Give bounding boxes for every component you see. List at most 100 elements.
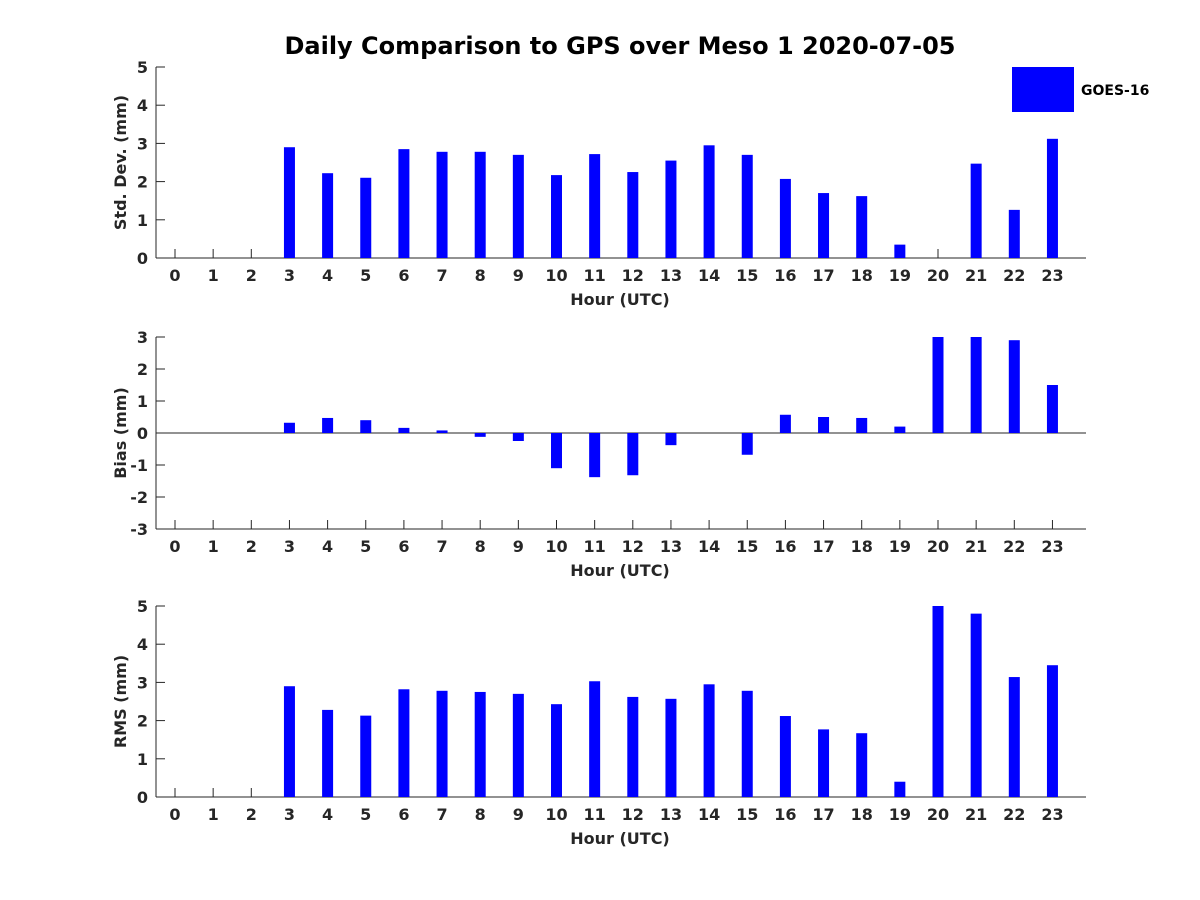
- x-tick-label: 5: [360, 266, 371, 285]
- x-tick-label: 11: [584, 537, 606, 556]
- x-tick-label: 11: [584, 266, 606, 285]
- bar-hour-22: [1008, 340, 1020, 433]
- bar-hour-4: [322, 417, 334, 433]
- x-tick-label: 7: [436, 537, 447, 556]
- bar-hour-21: [970, 613, 982, 797]
- bar-hour-13: [665, 160, 677, 258]
- bar-hour-10: [551, 704, 562, 797]
- bar-hour-6: [398, 689, 410, 797]
- bar-hour-15: [741, 690, 753, 797]
- bar-hour-23: [1046, 138, 1058, 258]
- y-tick-label: -1: [130, 456, 148, 475]
- x-tick-label: 7: [436, 266, 447, 285]
- x-tick-label: 18: [851, 805, 873, 824]
- y-tick-label: 1: [137, 211, 148, 230]
- x-tick-label: 5: [360, 537, 371, 556]
- x-tick-label: 11: [584, 805, 606, 824]
- bar-hour-13: [665, 698, 677, 797]
- bar-hour-21: [970, 163, 982, 258]
- x-tick-label: 4: [322, 805, 333, 824]
- x-tick-label: 7: [436, 805, 447, 824]
- bar-hour-19: [894, 781, 906, 797]
- y-tick-label: 0: [137, 249, 148, 268]
- y-tick-label: 5: [137, 58, 148, 77]
- bar-hour-10: [551, 175, 562, 258]
- y-axis-label: RMS (mm): [111, 655, 130, 748]
- x-tick-label: 19: [889, 266, 911, 285]
- bar-hour-18: [856, 417, 868, 433]
- bar-hour-12: [627, 172, 639, 258]
- x-tick-label: 2: [246, 266, 257, 285]
- bar-hour-11: [589, 433, 601, 478]
- x-tick-label: 9: [513, 537, 524, 556]
- bar-hour-21: [970, 337, 982, 433]
- y-tick-label: 2: [137, 173, 148, 192]
- bar-hour-19: [894, 244, 906, 258]
- legend-swatch: [1012, 67, 1074, 112]
- bar-hour-18: [856, 733, 868, 797]
- bar-hour-14: [703, 684, 715, 797]
- x-tick-label: 3: [284, 537, 295, 556]
- x-tick-label: 12: [622, 805, 644, 824]
- bar-hour-16: [779, 178, 791, 258]
- bar-hour-16: [779, 716, 791, 797]
- bar-hour-3: [283, 686, 295, 797]
- x-tick-label: 20: [927, 537, 949, 556]
- x-tick-label: 13: [660, 537, 682, 556]
- legend: GOES-16: [1012, 67, 1149, 112]
- bar-hour-17: [818, 729, 830, 797]
- bar-hour-14: [703, 145, 715, 258]
- x-tick-label: 15: [736, 805, 758, 824]
- x-tick-label: 23: [1041, 805, 1063, 824]
- x-tick-label: 6: [398, 266, 409, 285]
- x-tick-label: 1: [208, 537, 219, 556]
- x-tick-label: 3: [284, 266, 295, 285]
- y-tick-label: 0: [137, 424, 148, 443]
- y-axis-label: Std. Dev. (mm): [111, 95, 130, 230]
- bar-hour-4: [322, 173, 334, 258]
- x-tick-label: 17: [812, 537, 834, 556]
- bar-hour-12: [627, 696, 639, 797]
- x-tick-label: 16: [774, 266, 796, 285]
- bar-hour-17: [818, 193, 830, 258]
- y-tick-label: 4: [137, 635, 148, 654]
- x-axis-label: Hour (UTC): [570, 829, 670, 848]
- x-tick-label: 22: [1003, 537, 1025, 556]
- x-tick-label: 0: [169, 537, 180, 556]
- chart-title: Daily Comparison to GPS over Meso 1 2020…: [284, 32, 955, 60]
- x-tick-label: 18: [851, 537, 873, 556]
- x-tick-label: 23: [1041, 266, 1063, 285]
- y-tick-label: 3: [137, 328, 148, 347]
- x-tick-label: 16: [774, 537, 796, 556]
- bar-hour-20: [932, 606, 944, 797]
- y-tick-label: 2: [137, 712, 148, 731]
- x-tick-label: 20: [927, 266, 949, 285]
- x-tick-label: 2: [246, 805, 257, 824]
- x-tick-label: 19: [889, 537, 911, 556]
- y-tick-label: 3: [137, 673, 148, 692]
- x-tick-label: 15: [736, 537, 758, 556]
- x-axis-label: Hour (UTC): [570, 290, 670, 309]
- bar-hour-7: [436, 151, 448, 258]
- bar-hour-22: [1008, 677, 1020, 797]
- x-tick-label: 14: [698, 805, 720, 824]
- x-tick-label: 5: [360, 805, 371, 824]
- bar-hour-15: [741, 433, 753, 455]
- bar-hour-9: [512, 154, 524, 258]
- x-tick-label: 10: [545, 537, 567, 556]
- x-tick-label: 20: [927, 805, 949, 824]
- x-tick-label: 10: [545, 266, 567, 285]
- x-tick-label: 15: [736, 266, 758, 285]
- bar-hour-17: [818, 417, 830, 433]
- x-tick-label: 21: [965, 537, 987, 556]
- bar-hour-7: [436, 430, 448, 433]
- x-tick-label: 13: [660, 266, 682, 285]
- y-tick-label: 2: [137, 360, 148, 379]
- legend-label: GOES-16: [1081, 83, 1149, 99]
- y-axis-label: Bias (mm): [111, 387, 130, 479]
- bar-hour-23: [1046, 665, 1058, 797]
- y-tick-label: 4: [137, 96, 148, 115]
